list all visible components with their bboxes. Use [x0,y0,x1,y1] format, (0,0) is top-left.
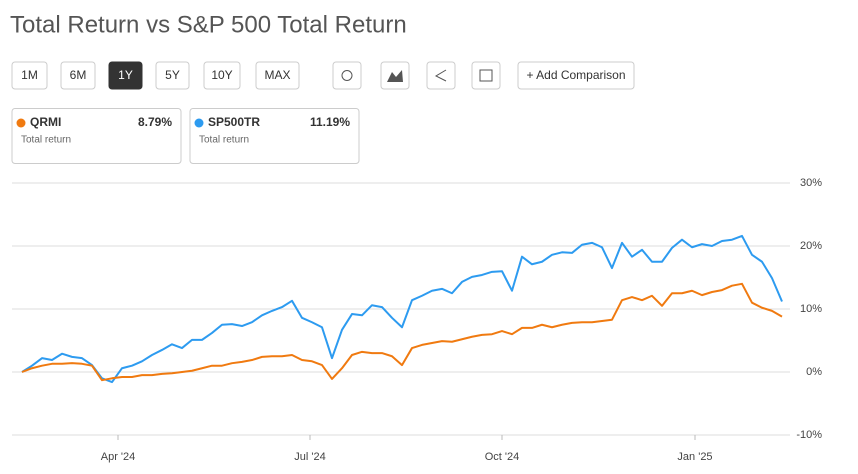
legend-sublabel: Total return [21,135,71,146]
table-icon [479,69,493,82]
range-button-label: MAX [264,68,290,82]
chart-icon [387,70,403,82]
range-button-label: 5Y [165,68,180,82]
legend-dot [194,118,204,128]
range-button-label: 1M [21,68,38,82]
title: Total Return vs S&P 500 Total Return [10,11,407,38]
range-button[interactable] [203,61,241,90]
range-button-label: 10Y [211,68,232,82]
x-tick-label: Oct '24 [485,451,520,463]
range-button[interactable] [255,61,300,90]
plot: -10% 0% 10% 20% 30% Apr '24 Jul '24 Oct '24 Jan … [12,177,822,463]
legend-card[interactable] [11,108,182,164]
legend-name: QRMI [30,115,61,129]
legend-return: 11.19% [310,115,350,129]
legend-cards: QRMI 8.79% Total return SP500TR 11.19% Total … [11,108,360,164]
gear-icon [341,70,353,81]
legend-sublabel: Total return [199,135,249,146]
range-button[interactable] [60,61,96,90]
chart-type-button[interactable] [380,61,410,90]
share-icon [434,69,447,82]
share-button[interactable] [426,61,456,90]
series-line [21,234,783,384]
x-tick-label: Jul '24 [294,451,325,463]
y-tick-label: 10% [800,303,822,315]
range-button-label: 1Y [118,68,133,82]
y-tick-label: -10% [796,429,822,441]
range-button[interactable] [108,61,143,90]
range-button-label: 6M [70,68,87,82]
legend-dot [16,118,26,128]
y-tick-label: 0% [806,366,822,378]
add-comparison-label: + Add Comparison [526,68,625,82]
legend-return: 8.79% [138,115,172,129]
x-tick-label: Jan '25 [677,451,712,463]
legend-card[interactable] [189,108,360,164]
legend-name: SP500TR [208,115,260,129]
range-button[interactable] [11,61,48,90]
range-buttons: 1M 6M 1Y 5Y 10Y MAX [11,61,300,90]
y-tick-label: 30% [800,177,822,189]
icon-buttons [332,61,635,90]
range-button[interactable] [155,61,190,90]
y-tick-label: 20% [800,240,822,252]
add-comparison-button[interactable] [517,61,635,90]
table-button[interactable] [471,61,501,90]
series-line [21,282,783,382]
x-tick-label: Apr '24 [101,451,136,463]
settings-button[interactable] [332,61,362,90]
